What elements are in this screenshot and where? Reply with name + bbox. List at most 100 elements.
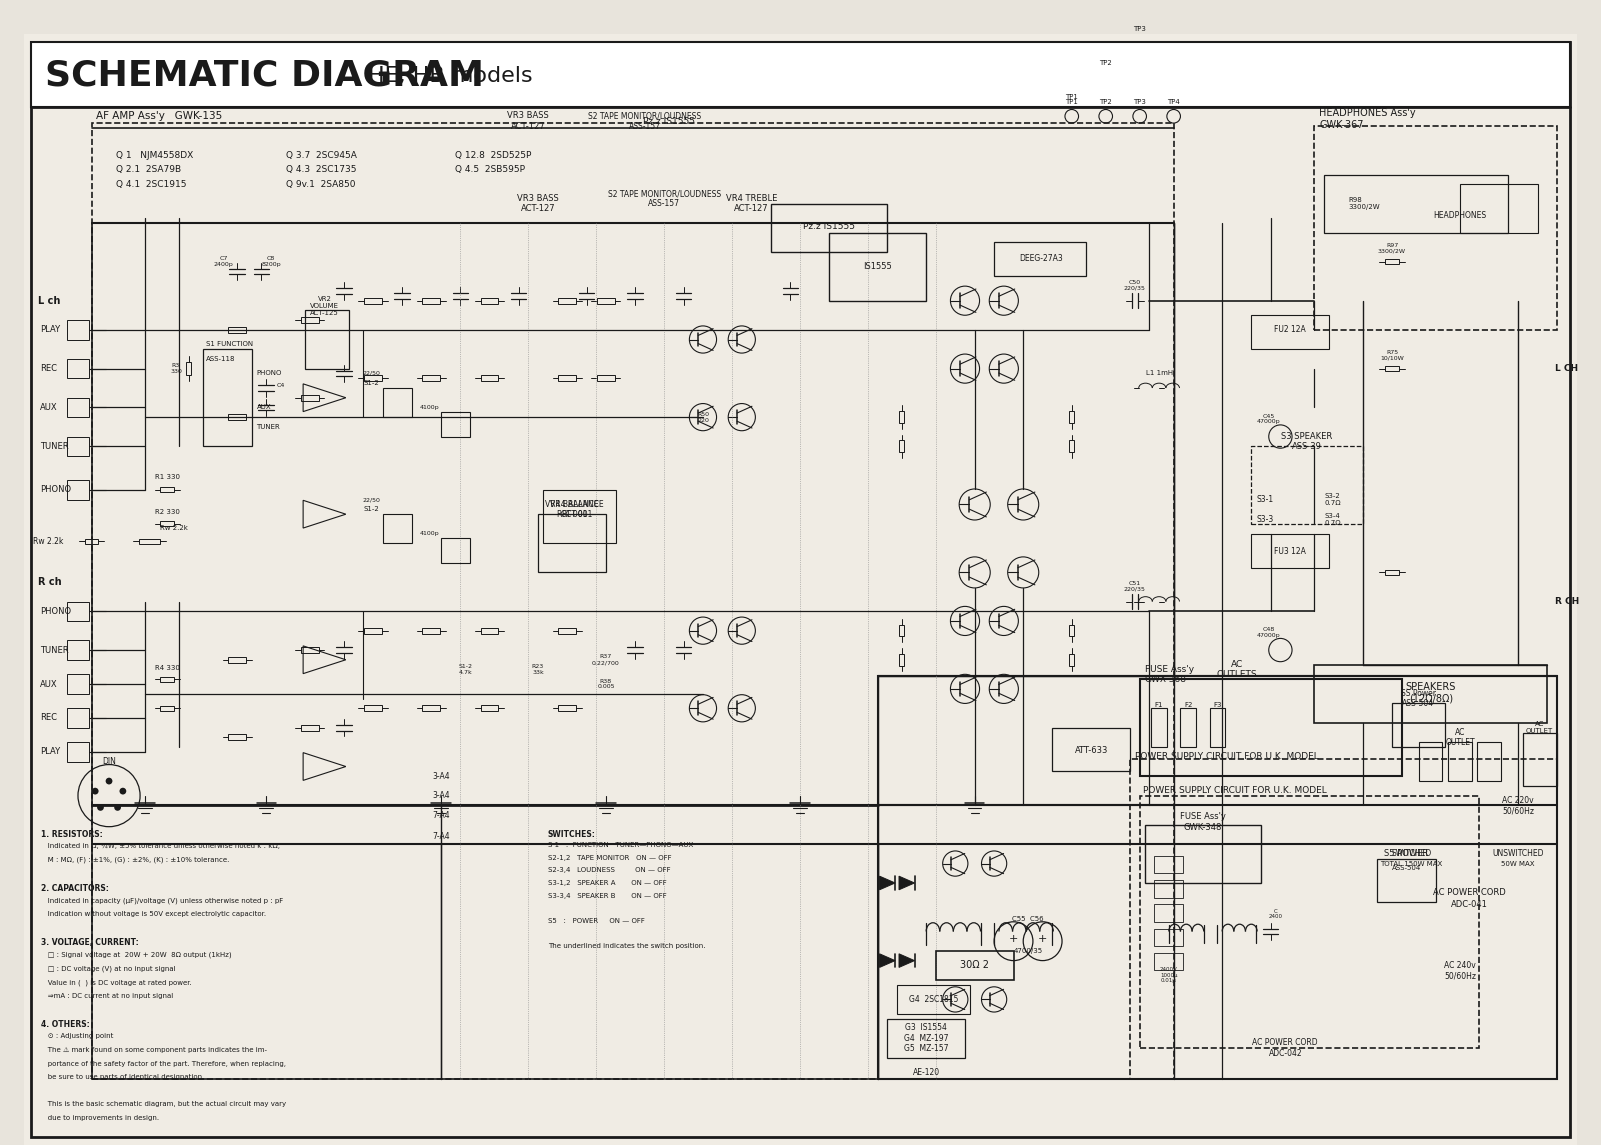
Text: AC 220v
50/60Hz: AC 220v 50/60Hz — [1502, 796, 1534, 815]
Text: REC: REC — [40, 364, 58, 373]
Text: AC POWER CORD: AC POWER CORD — [1433, 889, 1507, 898]
Text: R3
330: R3 330 — [170, 363, 183, 374]
Bar — [1252, 534, 1329, 568]
Text: R37
0.22/700: R37 0.22/700 — [592, 654, 620, 665]
Bar — [1151, 709, 1167, 747]
Text: VR4 BALANCE
RCT-001: VR4 BALANCE RCT-001 — [544, 499, 599, 519]
Text: S1-2: S1-2 — [363, 506, 379, 512]
Bar — [559, 627, 576, 633]
Bar — [1069, 654, 1074, 665]
Text: FU3 12A: FU3 12A — [1274, 546, 1306, 555]
Bar — [559, 376, 576, 381]
Text: portance of the safety factor of the part. Therefore, when replacing,: portance of the safety factor of the par… — [42, 1060, 287, 1067]
Bar — [423, 376, 440, 381]
Bar — [301, 317, 319, 323]
Bar — [229, 326, 247, 333]
Text: C48
47000p: C48 47000p — [1257, 627, 1281, 638]
Text: AC POWER CORD
ADC-042: AC POWER CORD ADC-042 — [1252, 1039, 1318, 1058]
Bar — [1130, 759, 1558, 1079]
Text: 2400V
1000μ
0.01μ: 2400V 1000μ 0.01μ — [1159, 966, 1178, 984]
Bar — [1154, 855, 1183, 874]
Text: S3 SPEAKER
ASS-39: S3 SPEAKER ASS-39 — [1281, 432, 1332, 451]
Text: due to improvements in design.: due to improvements in design. — [42, 1115, 158, 1121]
Text: S3-1: S3-1 — [1257, 495, 1273, 504]
Text: R98
3300/2W: R98 3300/2W — [1348, 197, 1380, 211]
Bar — [1180, 709, 1196, 747]
Text: R4 330: R4 330 — [155, 664, 179, 671]
Text: VR2
VOLUME
ACT-125: VR2 VOLUME ACT-125 — [311, 295, 339, 316]
Text: be sure to use parts of identical designation.: be sure to use parts of identical design… — [42, 1074, 205, 1080]
Text: The underlined indicates the switch position.: The underlined indicates the switch posi… — [548, 943, 704, 949]
Circle shape — [91, 788, 99, 795]
Text: PHONO: PHONO — [40, 607, 72, 616]
Text: SS Power
ASS-504: SS Power ASS-504 — [1401, 689, 1436, 709]
Bar — [423, 627, 440, 633]
Text: R2 330: R2 330 — [155, 510, 179, 515]
Bar — [1069, 411, 1074, 423]
Text: 2. CAPACITORS:: 2. CAPACITORS: — [42, 884, 109, 893]
Text: TP3: TP3 — [1134, 98, 1146, 104]
Bar — [1324, 174, 1508, 232]
Text: C4: C4 — [277, 382, 285, 388]
Text: FUSE Ass'y
GWK-348: FUSE Ass'y GWK-348 — [1180, 812, 1226, 831]
Bar — [67, 640, 88, 660]
Bar — [383, 514, 411, 543]
Bar — [186, 362, 191, 376]
Text: S2 TAPE MONITOR/LOUDNESS
ASS-157: S2 TAPE MONITOR/LOUDNESS ASS-157 — [608, 189, 720, 208]
Text: S3-3: S3-3 — [1257, 514, 1273, 523]
Text: Q 4.1  2SC1915: Q 4.1 2SC1915 — [115, 180, 186, 189]
Text: F3: F3 — [1214, 702, 1222, 709]
Bar — [67, 397, 88, 417]
Polygon shape — [900, 954, 914, 968]
Bar — [480, 376, 498, 381]
Text: Q 4.5  2SB595P: Q 4.5 2SB595P — [456, 165, 525, 174]
Bar — [1154, 905, 1183, 922]
Text: C55  C56: C55 C56 — [1012, 916, 1044, 922]
Bar — [1154, 881, 1183, 898]
Text: +: + — [1037, 934, 1047, 945]
Bar — [203, 349, 251, 447]
Text: DEEG-27A3: DEEG-27A3 — [1018, 254, 1063, 263]
Text: REC: REC — [40, 713, 58, 722]
Text: PHONO: PHONO — [256, 371, 282, 377]
Bar — [1385, 260, 1399, 264]
Text: 4100p: 4100p — [419, 405, 439, 410]
Text: 22/50: 22/50 — [362, 371, 379, 376]
Text: ⇒mA : DC current at no input signal: ⇒mA : DC current at no input signal — [42, 993, 173, 998]
Text: S1 FUNCTION: S1 FUNCTION — [207, 341, 253, 347]
Text: 3-A4: 3-A4 — [432, 791, 450, 800]
Bar — [597, 298, 615, 303]
Text: S5 POWER: S5 POWER — [1385, 850, 1428, 859]
Bar — [559, 298, 576, 303]
Text: 4. OTHERS:: 4. OTHERS: — [42, 1020, 90, 1029]
Text: SWITCHED: SWITCHED — [1391, 850, 1431, 859]
Text: F1: F1 — [1154, 702, 1164, 709]
Polygon shape — [900, 876, 914, 890]
Bar — [383, 388, 411, 417]
Text: Indicated in Ω, ¼W, ±5% tolerance unless otherwise noted k : kΩ,: Indicated in Ω, ¼W, ±5% tolerance unless… — [42, 843, 280, 850]
Text: VR3 BASS
ACT-127: VR3 BASS ACT-127 — [517, 194, 559, 213]
Text: 1. RESISTORS:: 1. RESISTORS: — [42, 830, 102, 838]
Text: POWER SUPPLY CIRCUIT FOR U.K. MODEL: POWER SUPPLY CIRCUIT FOR U.K. MODEL — [1143, 787, 1326, 796]
Bar — [543, 490, 616, 543]
Text: AE-120: AE-120 — [913, 1068, 940, 1076]
Text: FUSE Ass'y
GWX-368: FUSE Ass'y GWX-368 — [1145, 664, 1194, 684]
Circle shape — [114, 804, 122, 811]
Bar — [772, 204, 887, 252]
Bar — [1154, 953, 1183, 970]
Text: S2 TAPE MONITOR/LOUDNESS
ASS-157: S2 TAPE MONITOR/LOUDNESS ASS-157 — [588, 111, 701, 131]
Bar — [1314, 664, 1547, 722]
Bar — [301, 395, 319, 401]
Text: R50
220: R50 220 — [696, 412, 709, 423]
Bar — [229, 657, 247, 663]
Text: TP1: TP1 — [1065, 98, 1077, 104]
Bar — [67, 436, 88, 456]
Bar — [229, 734, 247, 741]
Text: SCHEMATIC DIAGRAM: SCHEMATIC DIAGRAM — [45, 58, 484, 93]
Bar — [877, 677, 1558, 1079]
Bar — [32, 41, 1569, 106]
Text: UNSWITCHED: UNSWITCHED — [1492, 850, 1543, 859]
Bar — [440, 412, 471, 436]
Text: C51
220/35: C51 220/35 — [1124, 581, 1146, 592]
Text: POWER SUPPLY CIRCUIT FOR U.K. MODEL: POWER SUPPLY CIRCUIT FOR U.K. MODEL — [1135, 752, 1319, 761]
